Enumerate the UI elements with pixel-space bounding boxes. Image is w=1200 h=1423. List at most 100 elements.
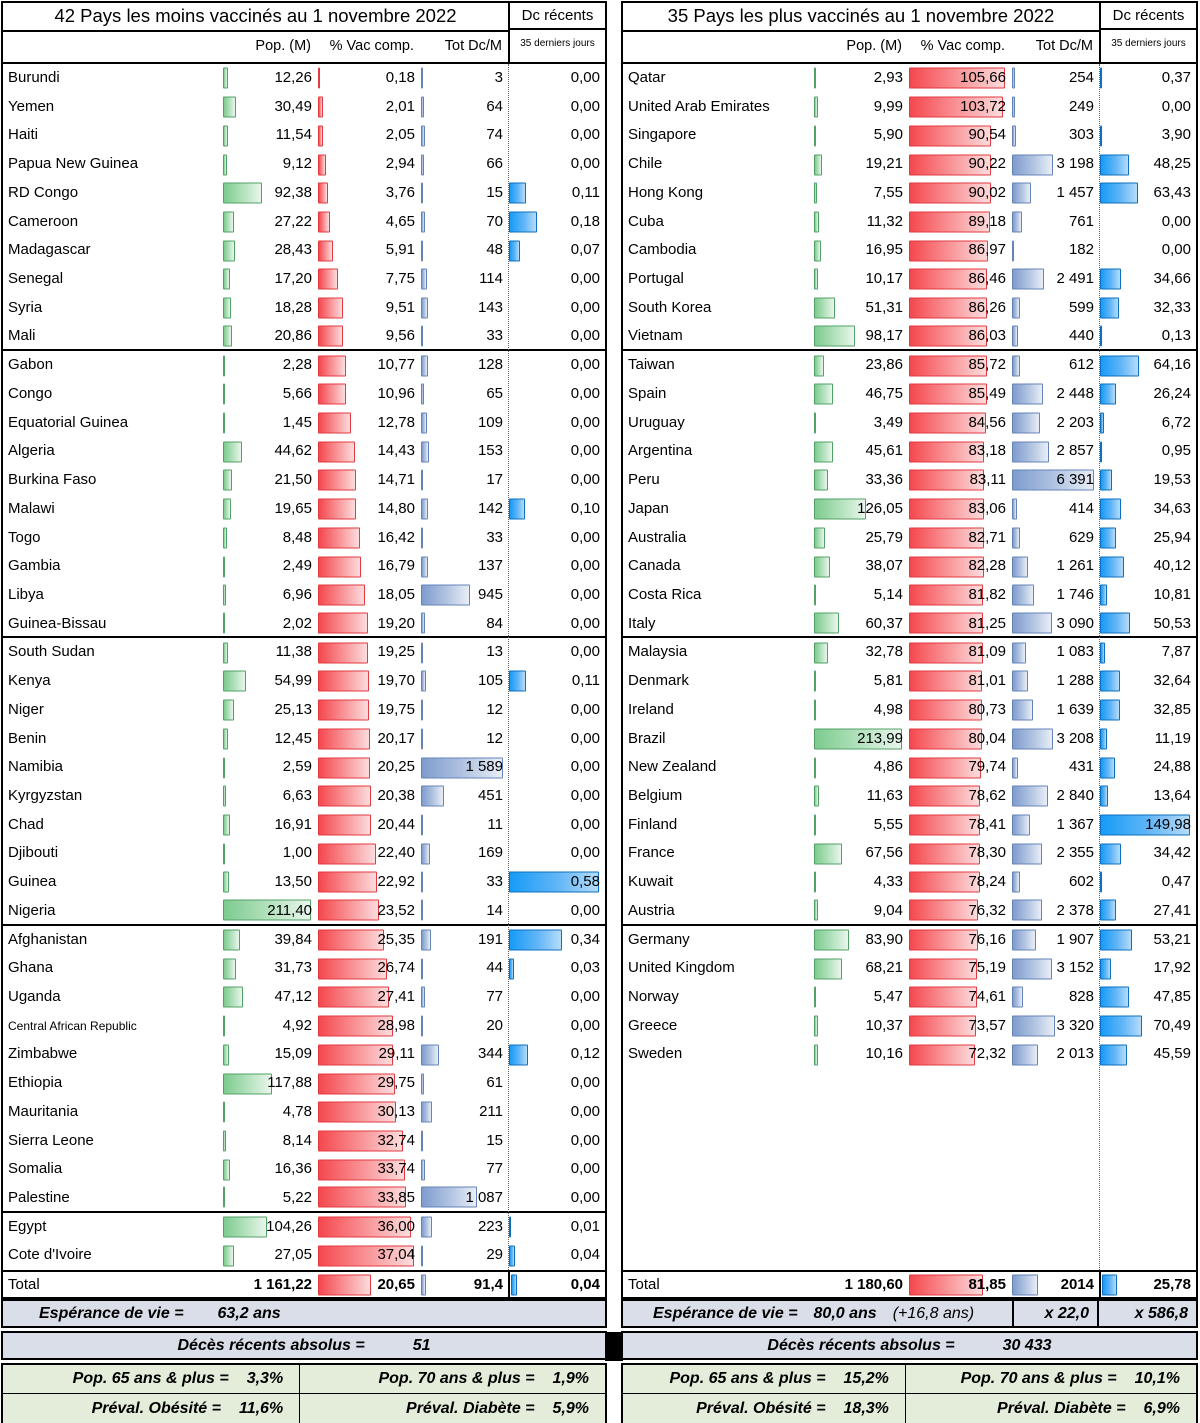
tot-value: 6 391 bbox=[1056, 471, 1094, 489]
pop-bar bbox=[223, 1159, 230, 1181]
table-header: 42 Pays les moins vaccinés au 1 novembre… bbox=[1, 1, 607, 64]
tot-value: 33 bbox=[486, 327, 503, 345]
table-row: Nigeria 211,40 23,52 14 0,00 bbox=[3, 897, 605, 926]
country-name: Togo bbox=[8, 528, 41, 546]
pop-value: 213,99 bbox=[857, 729, 903, 747]
table-row: Gabon 2,28 10,77 128 0,00 bbox=[3, 351, 605, 380]
dc-bar bbox=[509, 1216, 511, 1238]
country-name: Niger bbox=[8, 700, 44, 718]
vac-bar bbox=[318, 757, 371, 779]
vac-value: 29,11 bbox=[378, 1045, 415, 1063]
vac-value: 5,91 bbox=[385, 241, 415, 259]
tot-cell: 74 bbox=[420, 121, 508, 150]
pop-bar bbox=[223, 297, 231, 319]
vac-bar bbox=[909, 584, 984, 606]
dc-value: 25,94 bbox=[1153, 528, 1191, 546]
country-name: Portugal bbox=[628, 270, 684, 288]
most-vaccinated-table: 35 Pays les plus vaccinés au 1 novembre … bbox=[621, 1, 1198, 1423]
vac-value: 81,82 bbox=[968, 585, 1006, 603]
tot-value: 2 013 bbox=[1056, 1045, 1094, 1063]
dc-cell: 0,00 bbox=[508, 839, 605, 868]
tot-cell: 599 bbox=[1011, 294, 1099, 323]
dc-value: 0,07 bbox=[570, 241, 600, 259]
tot-value: 169 bbox=[477, 844, 503, 862]
vac-cell: 73,57 bbox=[908, 1012, 1011, 1041]
pop-cell: 1,45 bbox=[222, 409, 317, 438]
dc-value: 27,41 bbox=[1153, 901, 1191, 919]
col-tot: Tot Dc/M bbox=[1035, 38, 1093, 54]
vac-bar bbox=[909, 556, 984, 578]
tot-value: 761 bbox=[1068, 212, 1094, 230]
country-name: Peru bbox=[628, 471, 660, 489]
pop-cell: 23,86 bbox=[813, 351, 908, 380]
vac-value: 33,74 bbox=[377, 1160, 415, 1178]
vac-cell: 30,13 bbox=[317, 1098, 420, 1127]
total-row: Total 1 161,22 20,65 91,4 0,04 bbox=[1, 1270, 607, 1299]
dc-value: 0,18 bbox=[570, 212, 600, 230]
vac-bar bbox=[909, 871, 980, 893]
vac-bar bbox=[318, 125, 324, 147]
recent-deaths-multiplier: x 586,8 bbox=[1097, 1301, 1196, 1326]
vac-value: 81,25 bbox=[968, 614, 1006, 632]
tot-bar bbox=[1012, 268, 1044, 290]
table-row: Algeria 44,62 14,43 153 0,00 bbox=[3, 437, 605, 466]
dc-value: 0,04 bbox=[570, 1276, 600, 1293]
tot-cell: 33 bbox=[420, 322, 508, 349]
dc-cell: 63,43 bbox=[1099, 179, 1196, 208]
column-divider-line bbox=[508, 64, 509, 1270]
vac-value: 80,04 bbox=[968, 729, 1006, 747]
vac-cell: 84,56 bbox=[908, 409, 1011, 438]
dc-cell: 0,07 bbox=[508, 236, 605, 265]
life-expectancy-delta: (+16,8 ans) bbox=[892, 1304, 975, 1322]
dc-value: 26,24 bbox=[1153, 384, 1191, 402]
vac-cell: 86,46 bbox=[908, 265, 1011, 294]
dc-value: 0,00 bbox=[570, 126, 600, 144]
vac-value: 10,77 bbox=[377, 356, 415, 374]
vac-bar bbox=[318, 699, 370, 721]
dc-bar bbox=[1100, 929, 1132, 951]
tot-bar bbox=[421, 1159, 425, 1181]
vac-cell: 86,03 bbox=[908, 322, 1011, 349]
tot-cell: 2 013 bbox=[1011, 1040, 1099, 1069]
dc-value: 0,00 bbox=[570, 844, 600, 862]
tot-bar bbox=[421, 814, 423, 836]
pop-bar bbox=[814, 843, 842, 865]
country-name: Cambodia bbox=[628, 241, 697, 259]
dc-value: 0,00 bbox=[1161, 241, 1191, 259]
vac-cell: 14,71 bbox=[317, 466, 420, 495]
pop-cell: 38,07 bbox=[813, 552, 908, 581]
table-row: Benin 12,45 20,17 12 0,00 bbox=[3, 725, 605, 754]
table-row: Namibia 2,59 20,25 1 589 0,00 bbox=[3, 753, 605, 782]
country-name: United Kingdom bbox=[628, 959, 735, 977]
tot-bar bbox=[421, 1274, 426, 1295]
country-name: Singapore bbox=[628, 126, 697, 144]
country-name: Hong Kong bbox=[628, 183, 704, 201]
pop-cell: 6,96 bbox=[222, 581, 317, 610]
tot-cell: 1 261 bbox=[1011, 552, 1099, 581]
dc-cell: 32,33 bbox=[1099, 294, 1196, 323]
pop-cell: 32,78 bbox=[813, 638, 908, 667]
vac-value: 81,01 bbox=[968, 672, 1006, 690]
tot-value: 3 208 bbox=[1056, 729, 1094, 747]
dc-cell: 0,04 bbox=[508, 1241, 605, 1270]
vac-cell: 7,75 bbox=[317, 265, 420, 294]
deaths-multiplier: x 22,0 bbox=[1012, 1301, 1097, 1326]
vac-cell: 86,26 bbox=[908, 294, 1011, 323]
vac-cell: 80,73 bbox=[908, 696, 1011, 725]
country-name: Guinea-Bissau bbox=[8, 614, 107, 632]
column-divider-line bbox=[1099, 64, 1100, 1270]
tot-bar bbox=[1012, 96, 1016, 118]
pop-bar bbox=[814, 1044, 819, 1066]
table-row: Brazil 213,99 80,04 3 208 11,19 bbox=[623, 725, 1196, 754]
tot-bar bbox=[421, 556, 429, 578]
dc-bar bbox=[1100, 412, 1105, 434]
life-expectancy-row: Espérance de vie = 80,0 ans (+16,8 ans) … bbox=[621, 1299, 1198, 1328]
dc-recents-header: Dc récents 35 derniers jours bbox=[1099, 3, 1196, 62]
tot-bar bbox=[421, 699, 423, 721]
dc-cell: 0,00 bbox=[508, 638, 605, 667]
dc-cell: 0,00 bbox=[508, 811, 605, 840]
tot-cell: 3 208 bbox=[1011, 725, 1099, 754]
dc-value: 0,00 bbox=[570, 758, 600, 776]
tot-cell: 1 907 bbox=[1011, 926, 1099, 955]
table-row: Spain 46,75 85,49 2 448 26,24 bbox=[623, 380, 1196, 409]
